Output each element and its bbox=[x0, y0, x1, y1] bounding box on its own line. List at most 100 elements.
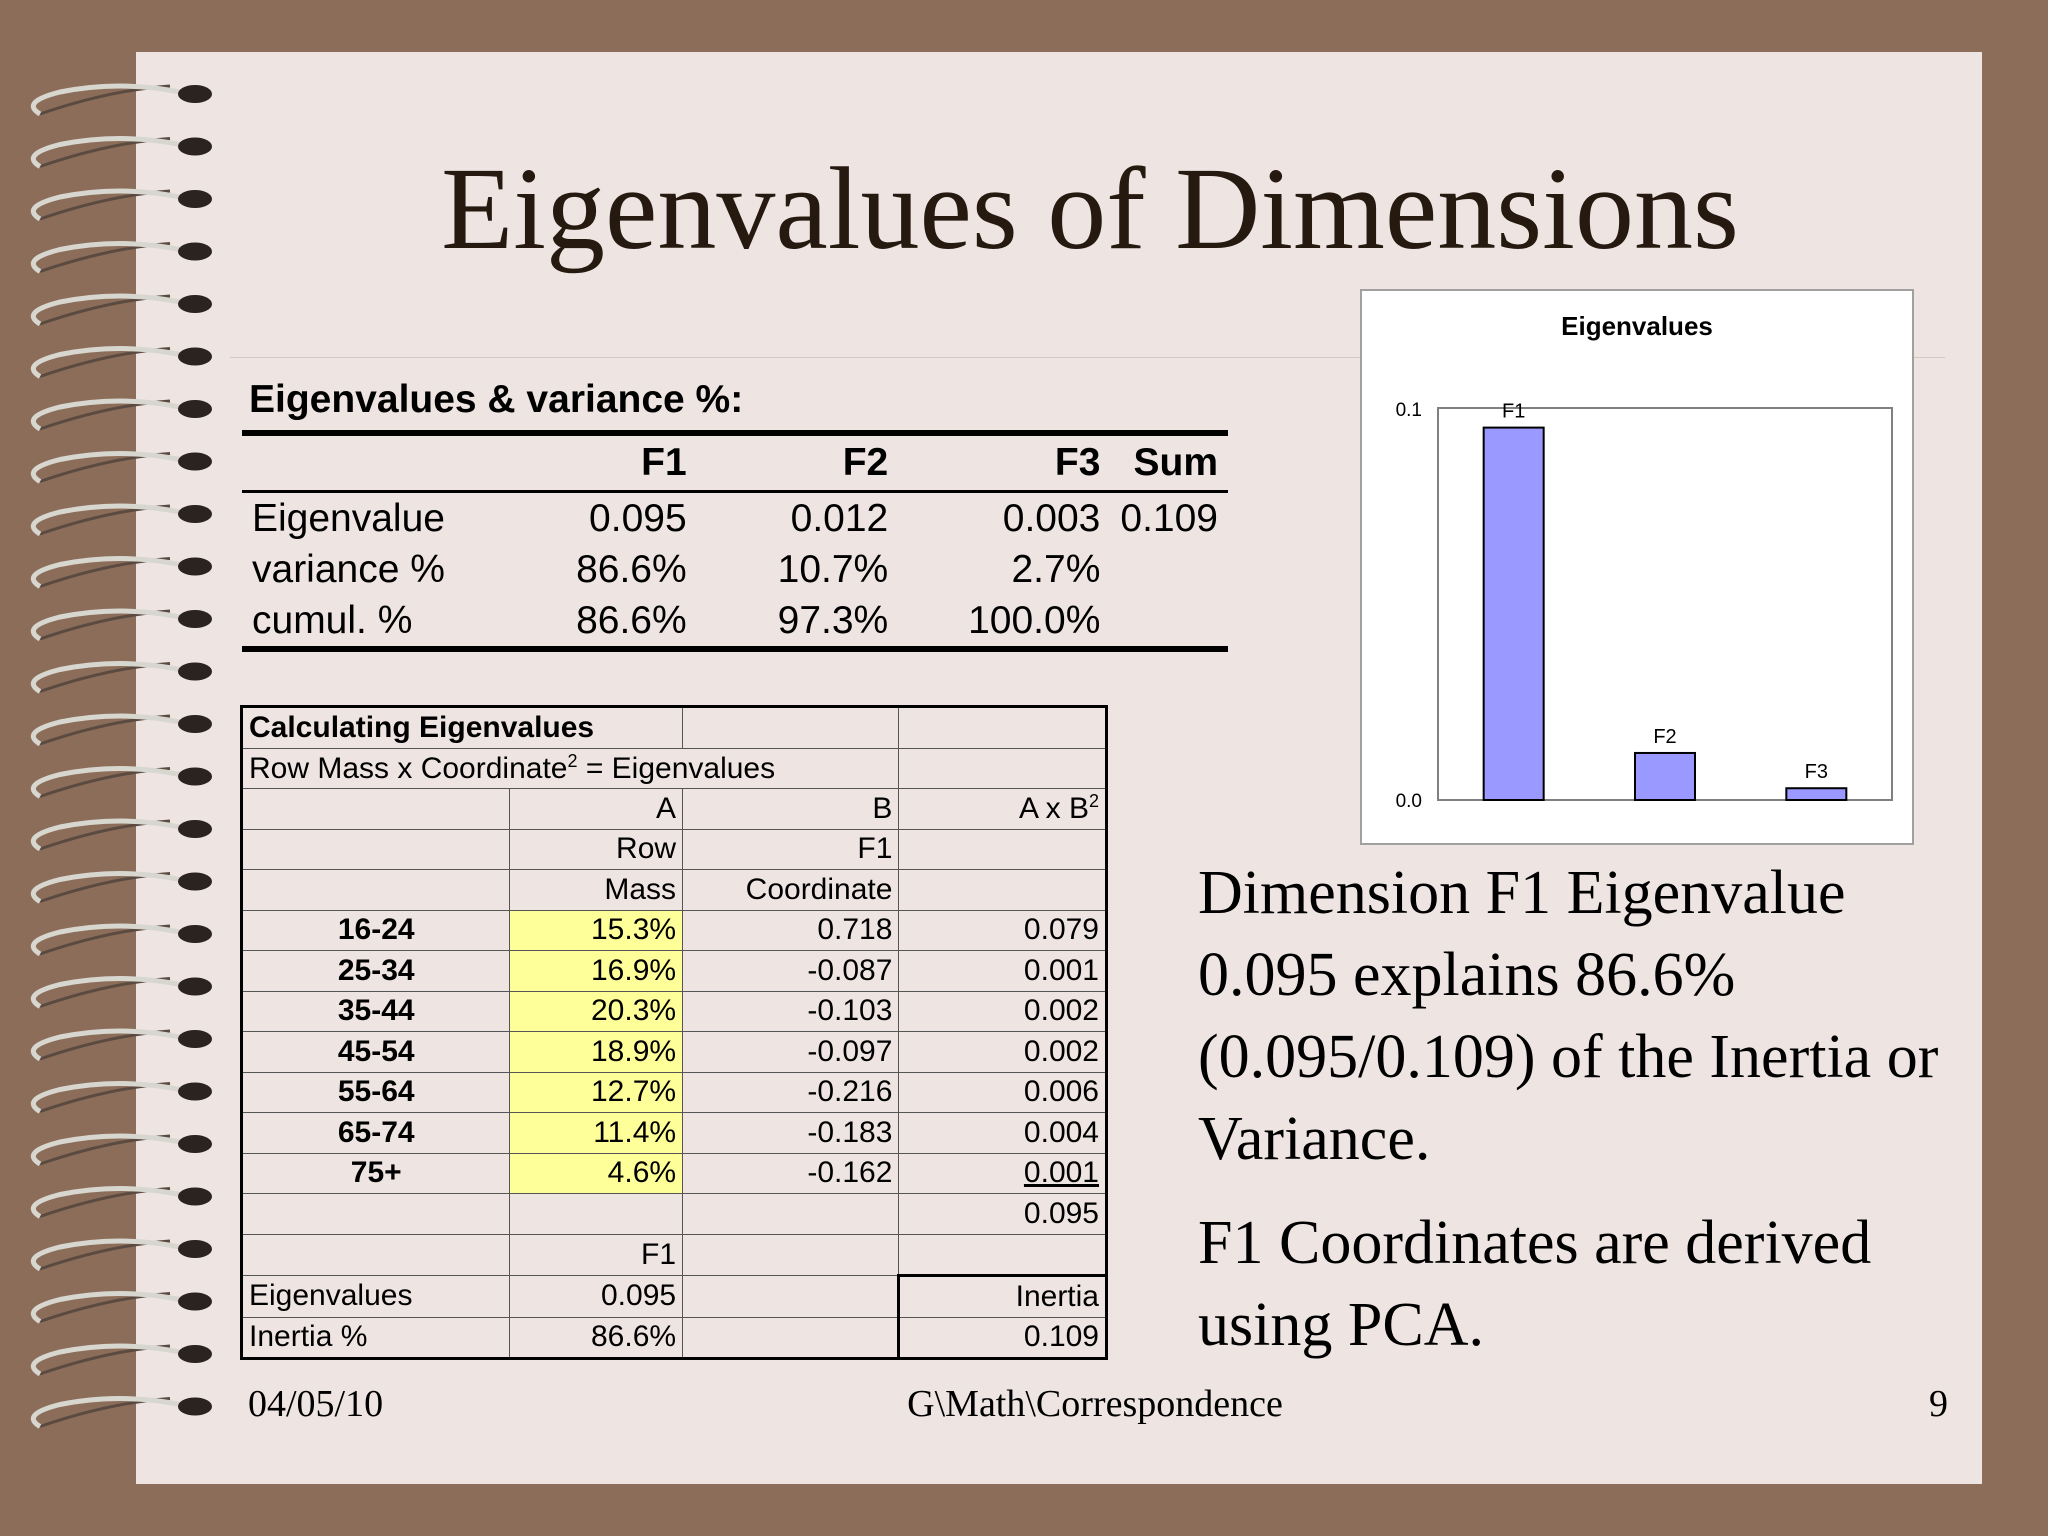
summary-cell: 86.6% bbox=[576, 547, 687, 591]
spiral-ring bbox=[30, 556, 212, 589]
y-tick-label: 0.1 bbox=[1396, 400, 1422, 421]
product: 0.079 bbox=[898, 909, 1107, 951]
table-row: 45-54 18.9% -0.097 0.002 bbox=[240, 1031, 1107, 1073]
coordinate: -0.183 bbox=[682, 1112, 900, 1154]
slide-title: Eigenvalues of Dimensions bbox=[441, 143, 1739, 274]
calc-cell bbox=[240, 869, 511, 911]
row-mass: 11.4% bbox=[509, 1112, 684, 1154]
calc-cell bbox=[682, 1275, 900, 1318]
spiral-ring bbox=[30, 503, 212, 537]
summary-cell: 0.012 bbox=[790, 496, 889, 540]
f1-footer-label: F1 bbox=[509, 1233, 684, 1276]
summary-cell: 2.7% bbox=[1011, 547, 1101, 591]
spiral-ring bbox=[30, 1396, 212, 1429]
summary-header-row: F1 F2 F3 Sum bbox=[242, 433, 1228, 492]
product: 0.006 bbox=[898, 1071, 1107, 1113]
chart-title: Eigenvalues bbox=[1561, 311, 1713, 341]
coordinate: -0.097 bbox=[682, 1031, 900, 1073]
calc-cell bbox=[898, 1233, 1107, 1276]
calc-cell bbox=[898, 706, 1107, 749]
explanation-text: Dimension F1 Eigenvalue 0.095 explains 8… bbox=[1198, 852, 1958, 1388]
eigenvalue-value: 0.095 bbox=[509, 1275, 684, 1318]
spiral-ring bbox=[30, 713, 212, 747]
spiral-ring bbox=[30, 398, 212, 432]
summary-row: cumul. % 86.6% 97.3% 100.0% bbox=[242, 595, 1228, 649]
bar-label: F3 bbox=[1805, 761, 1828, 783]
summary-cell: 0.095 bbox=[589, 496, 687, 540]
calc-cell bbox=[682, 1233, 900, 1276]
inertia-value: 0.109 bbox=[897, 1316, 1107, 1359]
summary-cell: cumul. % bbox=[252, 598, 413, 642]
table-row: 35-44 20.3% -0.103 0.002 bbox=[240, 990, 1107, 1032]
bar-f3 bbox=[1785, 787, 1848, 801]
row-mass: 20.3% bbox=[509, 990, 684, 1032]
inertia-row: Inertia % 86.6% 0.109 bbox=[240, 1316, 1107, 1359]
spiral-ring bbox=[30, 1343, 212, 1377]
spiral-ring bbox=[30, 293, 212, 327]
summary-cell: 10.7% bbox=[777, 547, 889, 591]
footer-path: G\Math\Correspondence bbox=[907, 1383, 1283, 1425]
spiral-ring bbox=[30, 1238, 212, 1272]
product-total: 0.095 bbox=[898, 1193, 1107, 1235]
calc-cell bbox=[240, 828, 511, 870]
mass-label: Mass bbox=[509, 869, 684, 911]
calc-cell bbox=[898, 828, 1107, 870]
age-group: 45-54 bbox=[240, 1031, 511, 1073]
calc-header-row: A B A x B2 bbox=[240, 788, 1107, 830]
calc-title-row: Calculating Eigenvalues bbox=[240, 706, 1107, 749]
summary-col-header: F1 bbox=[641, 441, 687, 484]
spiral-ring bbox=[30, 136, 212, 169]
eigenvalue-row: Eigenvalues 0.095 Inertia bbox=[240, 1274, 1107, 1318]
summary-col-header: F2 bbox=[842, 441, 889, 484]
spiral-ring bbox=[30, 1186, 212, 1219]
summary-col-header: Sum bbox=[1133, 441, 1218, 484]
spiral-ring bbox=[30, 1133, 212, 1167]
summary-cell bbox=[1110, 595, 1228, 649]
calc-cell bbox=[240, 788, 511, 830]
summary-col-header bbox=[242, 433, 519, 492]
summary-cell: 97.3% bbox=[777, 598, 889, 642]
bar-f2 bbox=[1634, 751, 1696, 801]
summary-cell bbox=[1110, 544, 1228, 595]
age-group: 65-74 bbox=[240, 1112, 511, 1154]
footer-date: 04/05/10 bbox=[248, 1383, 384, 1425]
coordinate: 0.718 bbox=[682, 909, 900, 951]
coordinate: -0.103 bbox=[682, 990, 900, 1032]
table-row: 65-74 11.4% -0.183 0.004 bbox=[240, 1112, 1107, 1154]
coordinate: -0.216 bbox=[682, 1071, 900, 1113]
coordinate: -0.162 bbox=[682, 1152, 900, 1194]
calc-cell bbox=[509, 1193, 684, 1235]
col-ab-header: A x B2 bbox=[898, 788, 1107, 830]
summary-cell: Eigenvalue bbox=[252, 496, 445, 540]
age-group: 16-24 bbox=[240, 909, 511, 951]
age-group: 35-44 bbox=[240, 990, 511, 1032]
calculation-table: Calculating Eigenvalues Row Mass x Coord… bbox=[240, 705, 1108, 1360]
calc-cell bbox=[682, 1316, 900, 1359]
eigenvalue-summary-table: F1 F2 F3 Sum Eigenvalue 0.095 0.012 0.00… bbox=[242, 430, 1228, 652]
summary-cell: 0.109 bbox=[1120, 496, 1218, 540]
calc-cell bbox=[240, 1233, 511, 1276]
age-group: 75+ bbox=[240, 1152, 511, 1194]
calc-cell bbox=[898, 869, 1107, 911]
calc-formula-row: Row Mass x Coordinate2 = Eigenvalues bbox=[240, 747, 1107, 789]
inertia-pct-value: 86.6% bbox=[509, 1316, 684, 1359]
calc-cell bbox=[240, 1193, 511, 1235]
y-tick-label: 0.0 bbox=[1396, 791, 1422, 812]
row-mass: 15.3% bbox=[509, 909, 684, 951]
spiral-ring bbox=[30, 608, 212, 642]
spiral-ring bbox=[30, 1081, 212, 1114]
explanation-paragraph-2: F1 Coordinates are derived using PCA. bbox=[1198, 1209, 1872, 1359]
spiral-binding bbox=[30, 83, 212, 1429]
page-number: 9 bbox=[1929, 1383, 1948, 1425]
calc-cell bbox=[682, 706, 900, 749]
f1-label: F1 bbox=[682, 828, 900, 870]
spiral-ring bbox=[30, 1028, 212, 1062]
spiral-ring bbox=[30, 346, 212, 379]
eigenvalue-chart: Eigenvalues 0.1 0.0 F1 F2 F3 bbox=[1360, 289, 1914, 845]
eigenvalues-label: Eigenvalues bbox=[240, 1275, 511, 1318]
coordinate: -0.087 bbox=[682, 950, 900, 992]
row-mass: 12.7% bbox=[509, 1071, 684, 1113]
product: 0.001 bbox=[898, 1152, 1107, 1194]
spiral-ring bbox=[30, 188, 212, 222]
spiral-ring bbox=[30, 241, 212, 274]
